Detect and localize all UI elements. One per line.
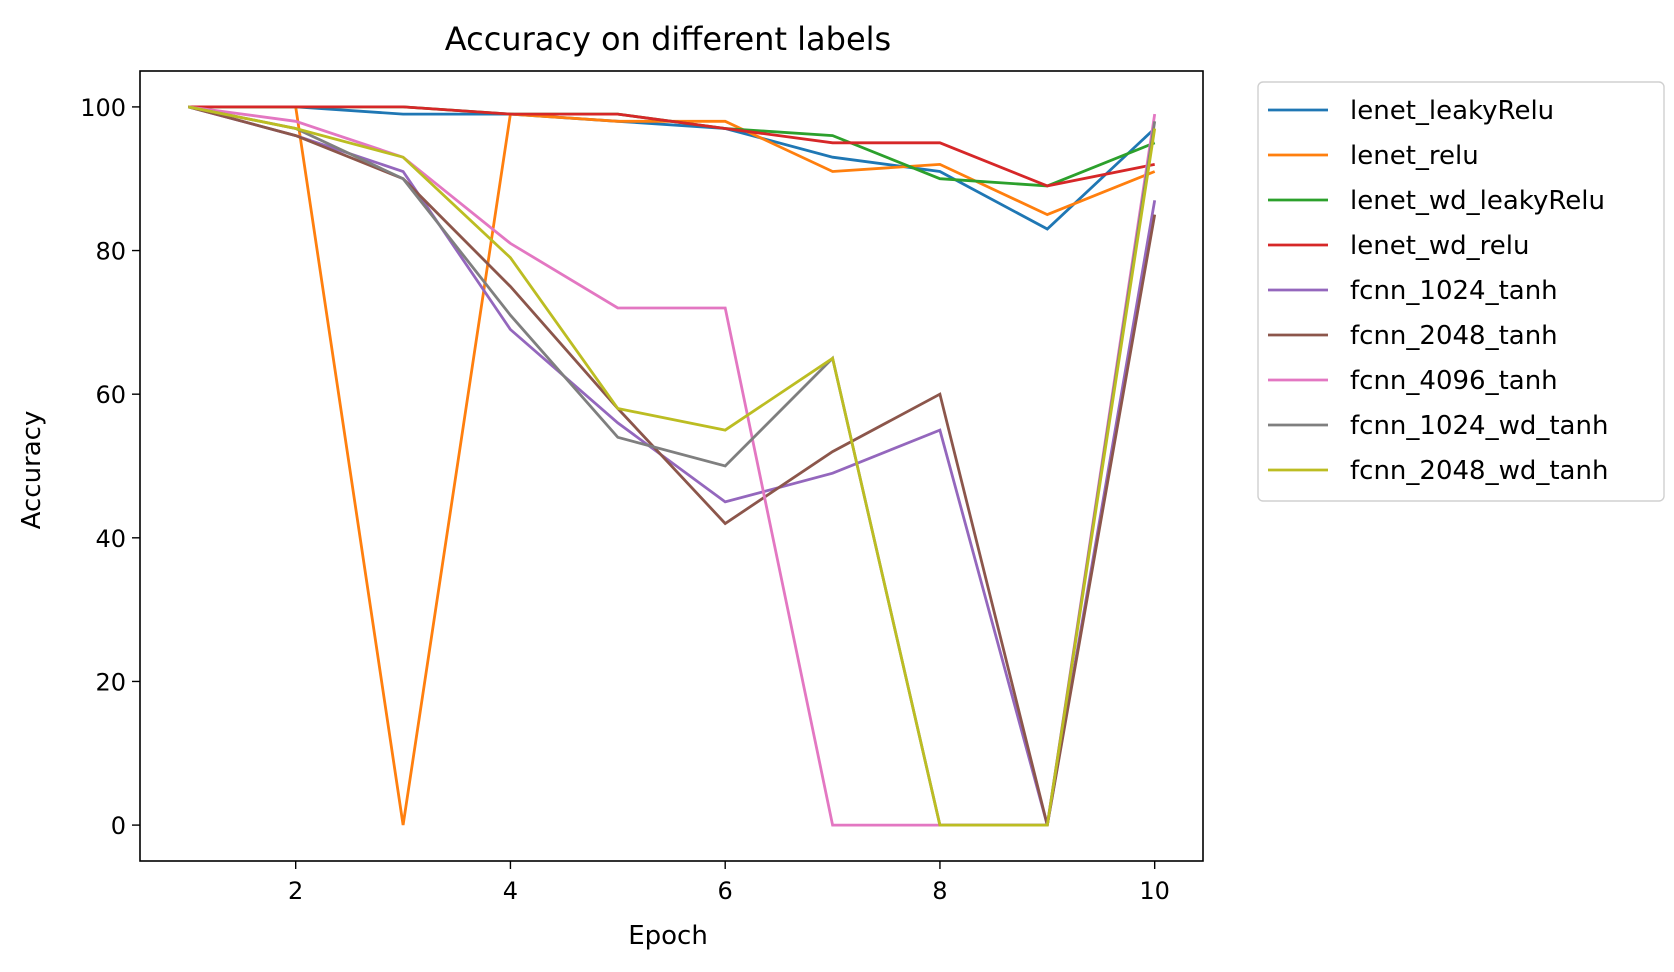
plot-frame (139, 70, 1204, 862)
y-tick-label: 20 (95, 668, 126, 696)
legend-label-0: lenet_leakyRelu (1350, 96, 1554, 126)
legend-box (1257, 81, 1665, 502)
legend-label-2: lenet_wd_leakyRelu (1350, 186, 1605, 216)
y-tick-label: 0 (111, 812, 126, 840)
y-tick-label: 100 (80, 94, 126, 122)
x-axis-label: Epoch (628, 921, 708, 951)
legend-label-6: fcnn_4096_tanh (1350, 366, 1558, 396)
y-axis-label: Accuracy (17, 411, 47, 530)
x-tick-label: 10 (1139, 877, 1170, 905)
y-tick-label: 80 (95, 238, 126, 266)
chart-title: Accuracy on different labels (445, 20, 891, 58)
plot-area (187, 105, 1157, 827)
legend-label-3: lenet_wd_relu (1350, 231, 1529, 261)
x-tick-label: 4 (503, 877, 518, 905)
x-tick-label: 8 (932, 877, 947, 905)
x-tick-label: 6 (718, 877, 733, 905)
series-line-3 (188, 105, 1155, 188)
legend-label-1: lenet_relu (1350, 141, 1479, 171)
legend-label-7: fcnn_1024_wd_tanh (1350, 411, 1608, 441)
y-axis: 0 20 40 60 80 100 (80, 94, 140, 840)
y-tick-label: 60 (95, 381, 126, 409)
series-line-8 (188, 105, 1157, 827)
x-tick-label: 2 (288, 877, 303, 905)
legend-label-4: fcnn_1024_tanh (1350, 276, 1558, 306)
legend-label-5: fcnn_2048_tanh (1350, 321, 1558, 351)
y-tick-label: 40 (95, 525, 126, 553)
x-axis: 2 4 6 8 10 (288, 861, 1170, 905)
series-line-0 (188, 105, 1156, 231)
legend-label-8: fcnn_2048_wd_tanh (1350, 456, 1608, 486)
series-line-5 (187, 105, 1157, 826)
legend: lenet_leakyRelu lenet_relu lenet_wd_leakyR… (1257, 81, 1665, 502)
